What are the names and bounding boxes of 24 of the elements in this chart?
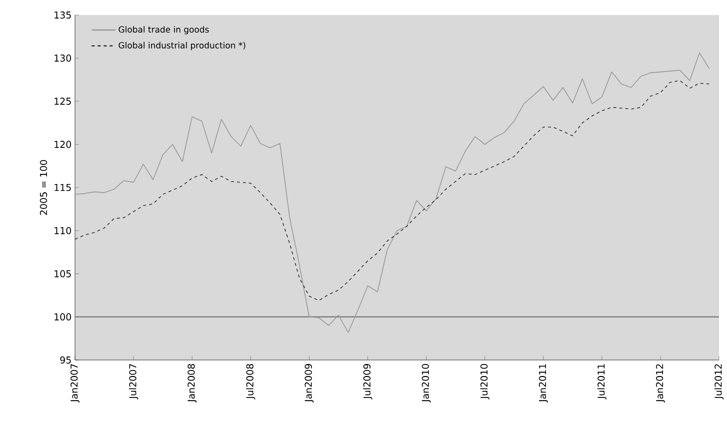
x-tick-label: Jan2011 xyxy=(538,364,548,403)
x-tick-label: Jul2010 xyxy=(480,364,490,400)
x-tick-label: Jan2007 xyxy=(70,364,80,403)
y-tick-label: 130 xyxy=(54,54,72,62)
legend-label: Global trade in goods xyxy=(118,26,209,34)
x-tick-label: Jul2011 xyxy=(597,364,606,400)
x-tick-label: Jan2008 xyxy=(188,364,197,403)
y-tick-label: 120 xyxy=(54,140,72,148)
x-tick-label: Jul2009 xyxy=(363,364,372,400)
y-tick-label: 95 xyxy=(60,356,71,364)
x-tick-label: Jul2007 xyxy=(129,364,138,400)
y-tick-label: 135 xyxy=(54,11,71,19)
x-tick-label: Jan2012 xyxy=(656,364,665,403)
x-tick-label: Jan2010 xyxy=(422,364,431,403)
y-tick-label: 110 xyxy=(54,227,72,234)
y-tick-label: 100 xyxy=(54,313,72,320)
x-tick-label: Jul2008 xyxy=(246,364,256,400)
y-tick-label: 105 xyxy=(54,270,71,278)
y-axis-title: 2005 = 100 xyxy=(40,160,48,215)
x-tick-label: Jul2012 xyxy=(714,364,724,400)
legend-label: Global industrial production *) xyxy=(118,42,246,50)
y-tick-label: 115 xyxy=(54,184,71,192)
y-tick-label: 125 xyxy=(54,98,71,105)
x-tick-label: Jan2009 xyxy=(304,364,314,403)
